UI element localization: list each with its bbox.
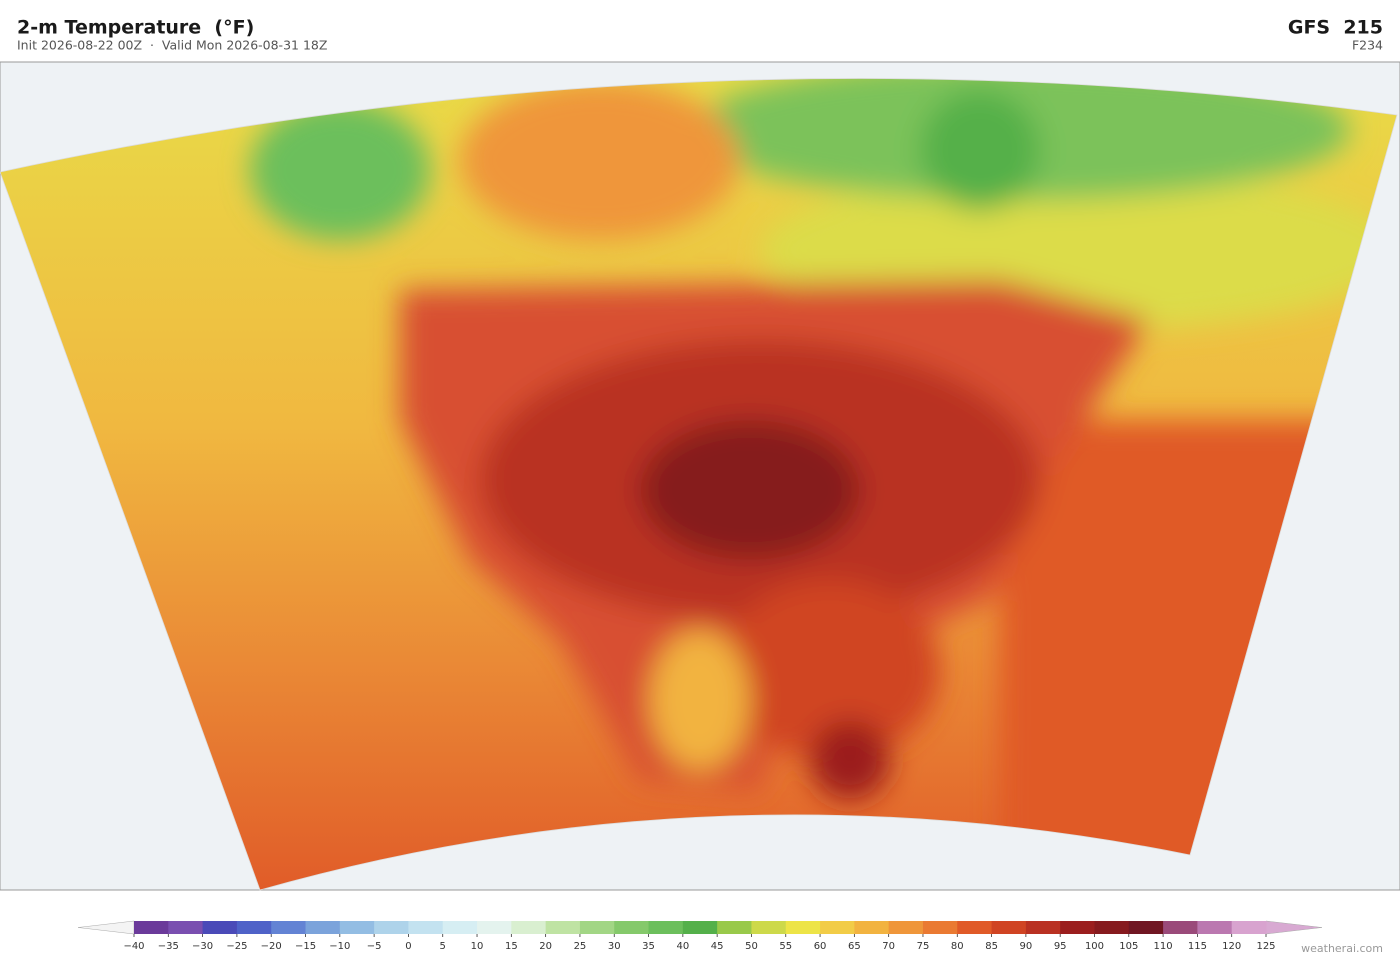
colorbar-swatch bbox=[374, 921, 409, 934]
colorbar-swatch bbox=[1094, 921, 1130, 934]
colorbar-swatch bbox=[236, 921, 272, 934]
colorbar-tick-label: 110 bbox=[1154, 941, 1173, 952]
colorbar-swatch bbox=[957, 921, 993, 934]
colorbar-tick-label: 80 bbox=[951, 941, 964, 952]
colorbar-swatch bbox=[202, 921, 238, 934]
colorbar-tick-label: 105 bbox=[1119, 941, 1138, 952]
colorbar-tick-label: 90 bbox=[1020, 941, 1033, 952]
colorbar-tick-label: 125 bbox=[1256, 941, 1275, 952]
colorbar-under bbox=[77, 920, 135, 935]
colorbar-tick-label: 65 bbox=[848, 941, 861, 952]
colorbar-swatch bbox=[751, 921, 787, 934]
colorbar-tick-label: 115 bbox=[1188, 941, 1207, 952]
colorbar-tick-label: 50 bbox=[745, 941, 758, 952]
colorbar-swatch bbox=[134, 921, 169, 934]
colorbar-tick-label: −5 bbox=[367, 941, 382, 952]
colorbar-tick-label: 75 bbox=[917, 941, 930, 952]
colorbar-tick-label: −25 bbox=[226, 941, 247, 952]
colorbar-tick-label: 55 bbox=[779, 941, 792, 952]
colorbar-tick-label: 0 bbox=[405, 941, 411, 952]
colorbar-tick-label: 25 bbox=[574, 941, 587, 952]
colorbar-tick-label: 120 bbox=[1222, 941, 1241, 952]
colorbar-tick-label: 10 bbox=[471, 941, 484, 952]
map-subtitle: Init 2026-08-22 00Z · Valid Mon 2026-08-… bbox=[17, 38, 327, 53]
colorbar-tick-label: −10 bbox=[329, 941, 350, 952]
colorbar-swatch bbox=[511, 921, 547, 934]
colorbar-swatch bbox=[1197, 921, 1233, 934]
colorbar-swatch bbox=[1231, 921, 1267, 934]
colorbar-swatch bbox=[339, 921, 375, 934]
colorbar-tick-label: 100 bbox=[1085, 941, 1104, 952]
colorbar-tick-label: 45 bbox=[711, 941, 724, 952]
forecast-hour: F234 bbox=[1352, 38, 1383, 53]
credit: weatherai.com bbox=[1301, 942, 1383, 955]
colorbar-over bbox=[1265, 920, 1323, 935]
colorbar-swatch bbox=[922, 921, 958, 934]
colorbar: −40 −35 −30 −25 −20 −15 −10 −5 0 5 10 15 20 25 30 35 40 4… bbox=[77, 920, 1323, 952]
colorbar-swatch bbox=[477, 921, 512, 934]
colorbar-swatch bbox=[408, 921, 444, 934]
colorbar-swatch bbox=[579, 921, 615, 934]
colorbar-swatch bbox=[1025, 921, 1061, 934]
colorbar-tick-label: 30 bbox=[608, 941, 621, 952]
colorbar-tick-label: −35 bbox=[158, 941, 179, 952]
colorbar-swatch bbox=[1060, 921, 1095, 934]
colorbar-tick-label: 60 bbox=[814, 941, 827, 952]
colorbar-tick-label: 70 bbox=[882, 941, 895, 952]
colorbar-swatch bbox=[305, 921, 341, 934]
colorbar-tick-label: 85 bbox=[985, 941, 998, 952]
colorbar-swatch bbox=[614, 921, 650, 934]
colorbar-swatch bbox=[820, 921, 855, 934]
colorbar-tick-label: −40 bbox=[123, 941, 144, 952]
colorbar-swatch bbox=[1163, 921, 1198, 934]
colorbar-tick-label: −20 bbox=[261, 941, 282, 952]
colorbar-tick-label: 40 bbox=[676, 941, 689, 952]
colorbar-tick-label: −30 bbox=[192, 941, 213, 952]
colorbar-swatch bbox=[888, 921, 924, 934]
colorbar-swatch bbox=[854, 921, 890, 934]
colorbar-tick-label: 95 bbox=[1054, 941, 1067, 952]
colorbar-swatch bbox=[682, 921, 718, 934]
colorbar-tick-label: 5 bbox=[440, 941, 446, 952]
temperature-field bbox=[0, 78, 1397, 890]
colorbar-swatch bbox=[442, 921, 478, 934]
map-title: 2-m Temperature (°F) bbox=[17, 17, 254, 39]
map bbox=[0, 61, 1400, 891]
colorbar-swatch bbox=[717, 921, 752, 934]
colorbar-swatch bbox=[1128, 921, 1164, 934]
colorbar-tick-label: 35 bbox=[642, 941, 655, 952]
colorbar-tick-label: 20 bbox=[539, 941, 552, 952]
colorbar-tick-label: −15 bbox=[295, 941, 316, 952]
colorbar-swatch bbox=[271, 921, 307, 934]
colorbar-tick-label: 15 bbox=[505, 941, 518, 952]
colorbar-swatch bbox=[545, 921, 581, 934]
colorbar-swatch bbox=[991, 921, 1027, 934]
colorbar-swatch bbox=[168, 921, 204, 934]
colorbar-swatch bbox=[648, 921, 684, 934]
model-label: GFS 215 bbox=[1288, 17, 1383, 39]
colorbar-swatch bbox=[785, 921, 821, 934]
